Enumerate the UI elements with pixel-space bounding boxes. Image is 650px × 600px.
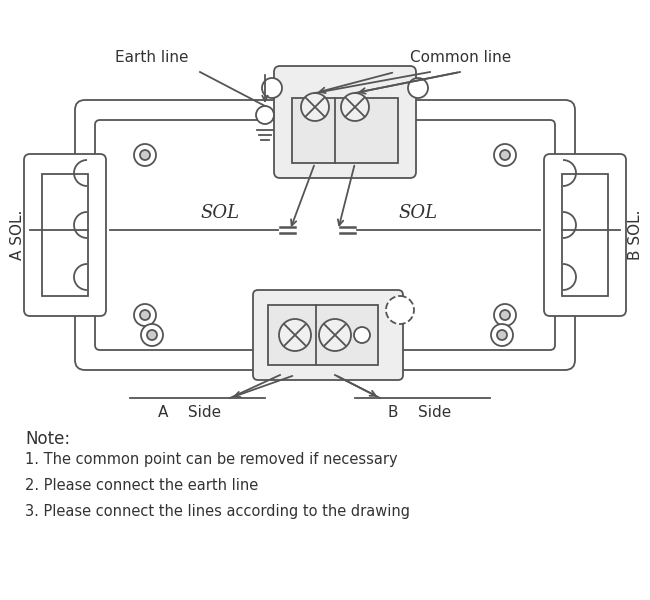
Circle shape xyxy=(497,330,507,340)
FancyBboxPatch shape xyxy=(544,154,626,316)
Circle shape xyxy=(134,304,156,326)
Circle shape xyxy=(262,78,282,98)
FancyBboxPatch shape xyxy=(253,290,403,380)
Text: A SOL.: A SOL. xyxy=(10,210,25,260)
Circle shape xyxy=(491,324,513,346)
Circle shape xyxy=(354,327,370,343)
Bar xyxy=(292,98,398,163)
Text: 1. The common point can be removed if necessary: 1. The common point can be removed if ne… xyxy=(25,452,398,467)
Text: 2. Please connect the earth line: 2. Please connect the earth line xyxy=(25,478,258,493)
Circle shape xyxy=(134,144,156,166)
Circle shape xyxy=(141,324,163,346)
FancyBboxPatch shape xyxy=(75,100,575,370)
Circle shape xyxy=(341,93,369,121)
Circle shape xyxy=(500,310,510,320)
Circle shape xyxy=(386,296,414,324)
Text: A    Side: A Side xyxy=(159,405,222,420)
Text: B SOL.: B SOL. xyxy=(627,210,642,260)
Circle shape xyxy=(147,330,157,340)
Circle shape xyxy=(256,106,274,124)
Circle shape xyxy=(494,304,516,326)
FancyBboxPatch shape xyxy=(24,154,106,316)
Text: SOL: SOL xyxy=(200,204,240,222)
Circle shape xyxy=(301,93,329,121)
Bar xyxy=(268,305,378,365)
FancyBboxPatch shape xyxy=(95,120,555,350)
Circle shape xyxy=(319,319,351,351)
Text: 3. Please connect the lines according to the drawing: 3. Please connect the lines according to… xyxy=(25,504,410,519)
Circle shape xyxy=(494,144,516,166)
Circle shape xyxy=(500,150,510,160)
Circle shape xyxy=(140,310,150,320)
Text: SOL: SOL xyxy=(398,204,437,222)
Circle shape xyxy=(279,319,311,351)
FancyBboxPatch shape xyxy=(274,66,416,178)
Circle shape xyxy=(408,78,428,98)
Text: www.dohndc.com: www.dohndc.com xyxy=(252,331,398,349)
Bar xyxy=(42,174,88,296)
Bar xyxy=(562,174,608,296)
Circle shape xyxy=(140,150,150,160)
Text: Common line: Common line xyxy=(410,50,512,65)
Text: Earth line: Earth line xyxy=(115,50,188,65)
Text: B    Side: B Side xyxy=(389,405,452,420)
Text: Note:: Note: xyxy=(25,430,70,448)
